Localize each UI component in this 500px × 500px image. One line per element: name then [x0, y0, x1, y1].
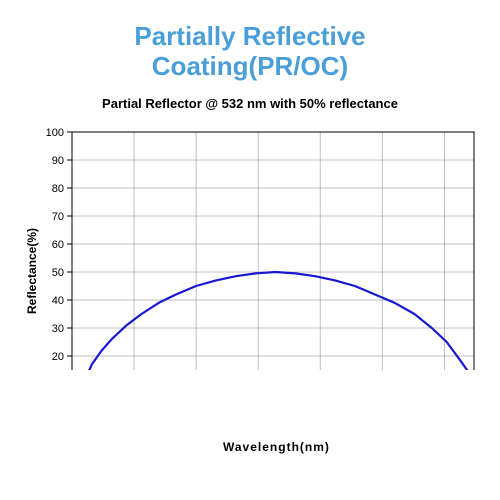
- svg-text:70: 70: [52, 211, 64, 223]
- chart-container: 4504755005255505756000102030405060708090…: [0, 0, 500, 370]
- reflectance-chart: 4504755005255505756000102030405060708090…: [0, 0, 500, 370]
- reflectance-curve: [77, 272, 474, 370]
- svg-text:30: 30: [52, 323, 64, 335]
- svg-text:80: 80: [52, 183, 64, 195]
- svg-text:50: 50: [52, 267, 64, 279]
- svg-text:20: 20: [52, 351, 64, 363]
- svg-text:90: 90: [52, 155, 64, 167]
- svg-text:40: 40: [52, 295, 64, 307]
- svg-text:60: 60: [52, 239, 64, 251]
- svg-text:100: 100: [46, 127, 64, 139]
- y-axis-label: Reflectance(%): [25, 221, 39, 321]
- x-axis-label: Wavelength(nm): [223, 440, 330, 454]
